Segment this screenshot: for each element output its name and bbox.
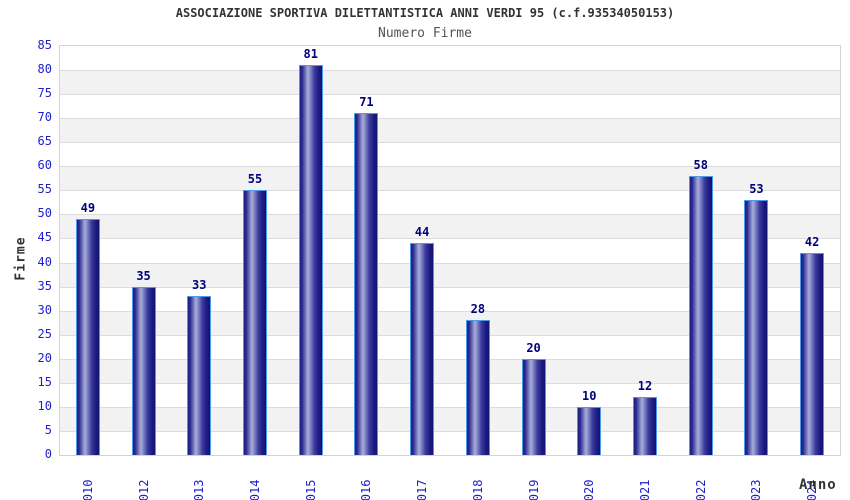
x-axis-tick-label: 2018: [470, 479, 485, 500]
bar: [577, 406, 602, 455]
x-axis-tick-label: 2015: [303, 479, 318, 500]
y-axis-tick-label: 25: [37, 326, 52, 341]
x-axis-tick-label: 2013: [192, 479, 207, 500]
bar: [688, 175, 713, 455]
bar-value-label: 49: [80, 201, 96, 216]
bar: [298, 65, 323, 455]
y-axis-tick-label: 5: [44, 422, 52, 437]
x-axis-tick-label: 2016: [359, 479, 374, 500]
bar-value-label: 12: [637, 379, 653, 394]
gridline: [60, 358, 840, 360]
y-axis-tick-label: 80: [37, 62, 52, 77]
bar: [187, 296, 212, 455]
bar-value-label: 44: [414, 225, 430, 240]
x-axis-tick-label: 2010: [80, 479, 95, 500]
bar: [354, 113, 379, 455]
gridline: [60, 70, 840, 72]
bar: [410, 243, 435, 455]
x-axis-title: Anno: [799, 477, 837, 493]
gridline: [60, 142, 840, 144]
y-axis-tick-label: 0: [44, 447, 52, 461]
bar: [465, 320, 490, 455]
x-axis-tick-label: 2014: [248, 479, 262, 500]
x-axis-tick-label: 2021: [638, 479, 652, 500]
chart-subtitle: Numero Firme: [378, 26, 472, 41]
gridline: [60, 94, 840, 96]
gridline: [60, 334, 840, 336]
bar: [243, 190, 267, 455]
y-axis-tick-label: 70: [37, 110, 52, 125]
bar-value-label: 35: [136, 268, 151, 283]
bar-value-label: 53: [749, 181, 764, 196]
y-axis-tick-label: 35: [37, 278, 52, 293]
bar: [75, 219, 100, 455]
gridline: [60, 118, 840, 120]
bar-value-label: 81: [303, 47, 318, 62]
y-axis-tick-label: 30: [37, 302, 52, 317]
y-axis-tick-label: 45: [37, 230, 52, 245]
bar-value-label: 33: [192, 278, 207, 293]
plot-band: [60, 70, 840, 95]
y-axis-tick-label: 55: [37, 182, 52, 197]
x-axis-tick-label: 2023: [749, 479, 764, 500]
gridline: [60, 214, 840, 216]
bar: [521, 358, 546, 455]
x-axis-tick-label: 2019: [526, 479, 541, 500]
bar: [131, 286, 156, 455]
x-axis-tick-label: 2017: [415, 479, 430, 500]
bar-value-label: 55: [247, 172, 263, 187]
y-axis-tick-label: 10: [37, 398, 52, 413]
bar-value-label: 71: [359, 95, 374, 110]
plot-band: [60, 94, 840, 119]
bar-value-label: 42: [804, 234, 820, 249]
y-axis-tick-label: 15: [37, 374, 52, 389]
plot-band: [60, 46, 840, 71]
gridline: [60, 382, 840, 384]
gridline: [60, 286, 840, 288]
gridline: [60, 406, 840, 408]
gridline: [60, 262, 840, 264]
bar-value-label: 58: [693, 157, 708, 172]
y-axis-ticks: 0 5 10 15 20 25 30 35 40 45 50 55 60 65 70 75 80 85: [0, 0, 52, 500]
plot-band: [60, 118, 840, 143]
gridline: [60, 166, 840, 168]
y-axis-tick-label: 50: [37, 206, 52, 221]
bar-value-label: 10: [582, 388, 597, 403]
x-axis-tick-label: 2012: [136, 479, 151, 500]
x-axis-tick-label: 2020: [582, 479, 597, 500]
bar-value-label: 20: [526, 340, 541, 355]
y-axis-tick-label: 60: [37, 158, 52, 173]
y-axis-tick-label: 20: [37, 350, 52, 365]
gridline: [60, 190, 840, 192]
y-axis-tick-label: 75: [37, 86, 52, 101]
bar: [633, 397, 657, 455]
plot-area: [59, 45, 841, 456]
bar: [800, 252, 825, 455]
y-axis-tick-label: 85: [37, 38, 52, 52]
gridline: [60, 310, 840, 312]
bar-value-label: 28: [470, 302, 486, 317]
x-axis-tick-label: 2022: [693, 479, 708, 500]
plot-band: [60, 142, 840, 167]
bar: [744, 199, 769, 455]
gridline: [60, 430, 840, 432]
chart-title: ASSOCIAZIONE SPORTIVA DILETTANTISTICA AN…: [175, 6, 675, 20]
y-axis-tick-label: 65: [37, 134, 52, 149]
y-axis-tick-label: 40: [37, 254, 52, 269]
gridline: [60, 238, 840, 240]
